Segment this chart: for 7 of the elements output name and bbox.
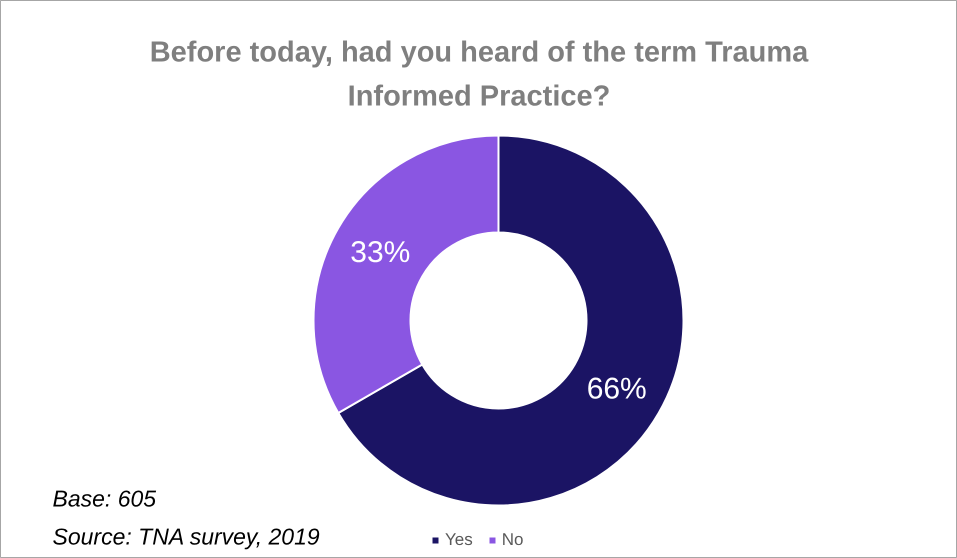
legend-label: No [502,530,524,550]
legend-label: Yes [445,530,473,550]
source-note: Source: TNA survey, 2019 [52,524,320,550]
text: Base: 605 [52,486,156,512]
chart-title: Before today, had you heard of the term Trauma Informed Practice? [150,36,810,112]
data-label: 33% [350,236,410,269]
data-label: 66% [586,372,647,406]
